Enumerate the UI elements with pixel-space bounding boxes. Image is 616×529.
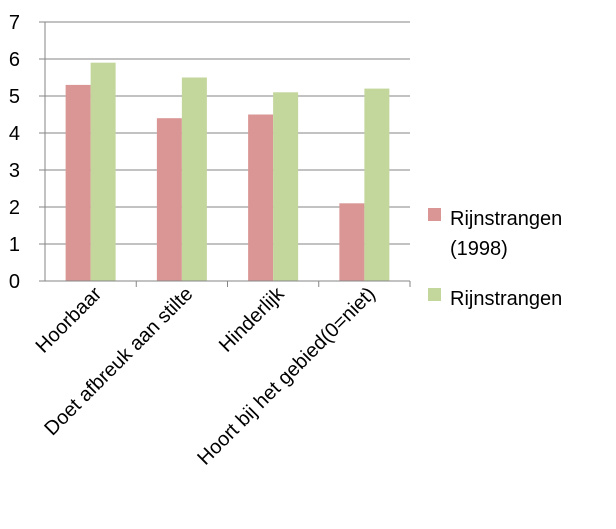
- bar-2-3: [273, 92, 299, 281]
- legend-label-1: (1998): [450, 238, 508, 260]
- legend-label-2: Rijnstrangen: [450, 288, 562, 310]
- y-axis-tick-labels: 0 1 2 3 4 5 6 7: [9, 12, 20, 293]
- legend-swatch-2: [428, 288, 441, 301]
- x-category-label: Doet afbreuk aan stilte: [40, 283, 197, 440]
- y-tick-label: 1: [9, 234, 20, 256]
- y-tick-label: 5: [9, 86, 20, 108]
- axes: [39, 21, 411, 287]
- bar-2-2: [181, 77, 207, 281]
- y-tick-label: 7: [9, 12, 20, 34]
- legend: Rijnstrangen (1998) Rijnstrangen: [428, 208, 562, 310]
- bars: [65, 62, 390, 282]
- y-tick-label: 4: [9, 123, 20, 145]
- legend-label-1: Rijnstrangen: [450, 208, 562, 230]
- bar-1-4: [339, 203, 365, 281]
- x-category-label: Hoorbaar: [32, 283, 107, 358]
- x-category-label: Hoort bij het gebied(0=niet): [193, 283, 380, 470]
- bar-1-2: [156, 118, 182, 281]
- x-category-label: Hinderlijk: [215, 282, 289, 356]
- bar-2-1: [90, 62, 116, 282]
- y-tick-label: 0: [9, 271, 20, 293]
- y-tick-label: 3: [9, 160, 20, 182]
- y-tick-label: 2: [9, 197, 20, 219]
- y-tick-label: 6: [9, 49, 20, 71]
- bar-2-4: [364, 88, 390, 281]
- legend-swatch-1: [428, 208, 441, 221]
- bar-1-1: [65, 84, 91, 282]
- bar-1-3: [248, 114, 274, 281]
